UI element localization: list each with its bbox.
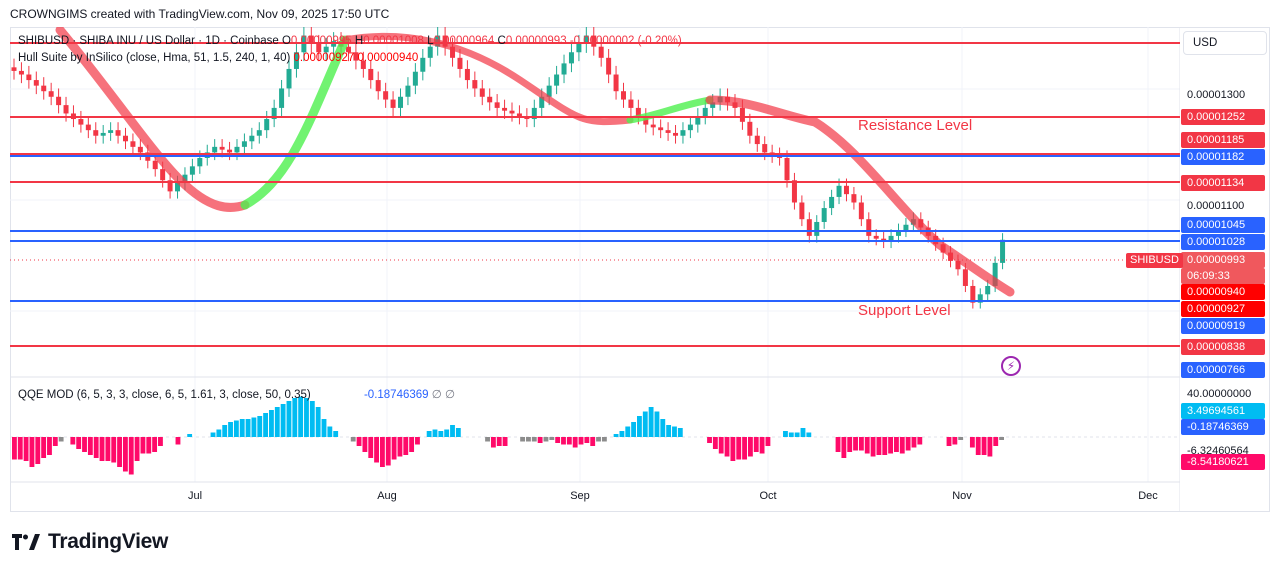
lightning-icon[interactable]: ⚡	[1001, 356, 1021, 376]
price-tag: 0.00000940	[1181, 284, 1265, 300]
price-tag: 0.00001252	[1181, 109, 1265, 125]
price-tag: -0.18746369	[1181, 419, 1265, 435]
price-tag: 0.00001185	[1181, 132, 1265, 148]
chart-frame	[10, 27, 1270, 512]
chart-canvas[interactable]	[10, 27, 1180, 512]
low-value: 0.00000964	[433, 35, 495, 47]
horizontal-levels	[10, 42, 1180, 347]
price-tag: 06:09:33	[1181, 268, 1265, 284]
resistance-level-label: Resistance Level	[858, 117, 973, 134]
change-value: -0.00000002 (-0.20%)	[569, 35, 682, 47]
price-tag: 3.49694561	[1181, 403, 1265, 419]
tradingview-logo: TradingView	[12, 530, 168, 554]
qqe-histogram	[12, 396, 1004, 475]
close-value: 0.00000993	[505, 35, 567, 47]
price-tag: 0.00000838	[1181, 339, 1265, 355]
price-tag: 0.00000919	[1181, 318, 1265, 334]
qqe-title: QQE MOD (6, 5, 3, 3, close, 6, 5, 1.61, …	[18, 389, 311, 401]
chart-caption: CROWNGIMS created with TradingView.com, …	[10, 7, 390, 21]
hull-title: Hull Suite by InSilico (close, Hma, 51, …	[18, 52, 291, 64]
price-tag: 0.00001045	[1181, 217, 1265, 233]
qqe-value: -0.18746369	[363, 389, 429, 401]
currency-button[interactable]: USD	[1183, 31, 1267, 55]
hull-value-2: 0.00000940	[357, 52, 419, 64]
time-axis-label: Sep	[570, 490, 590, 502]
qqe-legend[interactable]: QQE MOD (6, 5, 3, 3, close, 6, 5, 1.61, …	[18, 387, 455, 401]
time-axis-label: Dec	[1138, 490, 1158, 502]
price-tag: 0.00000766	[1181, 362, 1265, 378]
qqe-na-1: ∅	[431, 389, 442, 401]
hull-legend[interactable]: Hull Suite by InSilico (close, Hma, 51, …	[18, 52, 418, 64]
price-tag: 0.00001134	[1181, 175, 1265, 191]
time-axis-label: Oct	[759, 490, 777, 502]
price-tag: 0.00000927	[1181, 301, 1265, 317]
symbol-price-tag: SHIBUSD	[1126, 253, 1183, 268]
qqe-na-2: ∅	[445, 389, 456, 401]
price-tag: 0.00001028	[1181, 234, 1265, 250]
hull-value-1: 0.00000927	[293, 52, 355, 64]
symbol-legend[interactable]: SHIBUSD · SHIBA INU / US Dollar · 1D · C…	[18, 35, 682, 47]
time-axis-label: Jul	[187, 490, 203, 502]
hull-suite-band	[55, 27, 1015, 297]
tradingview-logo-icon	[12, 534, 40, 550]
high-value: 0.00001008	[363, 35, 424, 47]
price-axis-label: 0.00001300	[1187, 89, 1246, 101]
price-axis-label: 40.00000000	[1187, 388, 1252, 400]
time-axis-label: Aug	[377, 490, 397, 502]
tradingview-wordmark: TradingView	[48, 530, 169, 553]
price-tag: 0.00001182	[1181, 149, 1265, 165]
price-tag: -8.54180621	[1181, 454, 1265, 470]
open-value: 0.00000995	[290, 35, 352, 47]
symbol-title: SHIBUSD · SHIBA INU / US Dollar · 1D · C…	[18, 35, 279, 47]
price-tag: 0.00000993	[1181, 252, 1265, 268]
price-axis-label: 0.00001100	[1187, 200, 1245, 212]
support-level-label: Support Level	[858, 302, 951, 319]
time-axis-label: Nov	[952, 490, 972, 502]
